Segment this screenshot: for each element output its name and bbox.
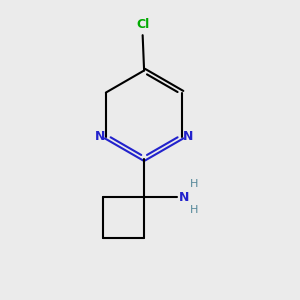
- Text: N: N: [183, 130, 194, 143]
- Text: Cl: Cl: [136, 18, 149, 31]
- Text: H: H: [190, 179, 198, 189]
- Text: N: N: [95, 130, 105, 143]
- Text: N: N: [179, 190, 189, 204]
- Text: H: H: [190, 206, 198, 215]
